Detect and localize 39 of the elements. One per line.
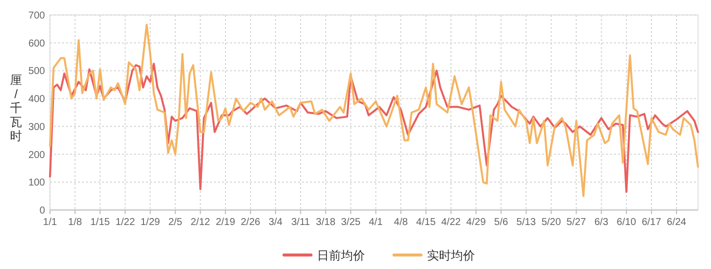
x-tick-label: 1/29: [140, 217, 160, 228]
y-tick-label: 100: [28, 178, 46, 189]
x-tick-label: 4/29: [466, 217, 486, 228]
x-tick-label: 3/11: [291, 217, 310, 228]
x-tick-label: 1/1: [43, 217, 58, 228]
x-tick-label: 5/13: [516, 217, 536, 228]
x-tick-label: 3/4: [268, 217, 283, 228]
y-axis-title: 厘/千瓦时: [10, 73, 22, 143]
x-tick-label: 1/15: [90, 217, 110, 228]
x-tick-label: 4/8: [394, 217, 408, 228]
x-tick-label: 2/26: [240, 217, 261, 228]
x-tick-label: 2/12: [190, 217, 211, 228]
y-tick-label: 700: [28, 10, 46, 22]
x-tick-label: 1/8: [68, 217, 82, 228]
line-series: [49, 24, 699, 198]
x-tick-label: 2/5: [168, 217, 183, 228]
x-tick-label: 6/3: [594, 217, 609, 228]
y-tick-label: 300: [28, 122, 46, 133]
y-tick-label: 400: [28, 94, 46, 106]
line-series: [49, 62, 699, 193]
y-tick-label: 200: [28, 150, 46, 161]
x-tick-label: 3/18: [316, 217, 336, 228]
y-tick-label: 600: [28, 38, 46, 50]
x-tick-label: 1/22: [115, 217, 136, 228]
y-tick-label: 0: [39, 206, 46, 216]
y-tick-label: 500: [28, 66, 46, 78]
x-tick-label: 4/22: [441, 217, 462, 228]
x-tick-label: 6/17: [642, 217, 662, 228]
x-tick-label: 5/27: [566, 217, 586, 228]
x-tick-label: 6/24: [666, 217, 687, 228]
x-tick-label: 4/15: [416, 217, 436, 228]
x-tick-label: 4/1: [368, 217, 384, 228]
x-tick-label: 3/25: [340, 217, 361, 228]
legend-label: 日前均价: [317, 248, 365, 262]
legend-label: 实时均价: [427, 248, 475, 262]
x-tick-label: 2/19: [216, 217, 236, 228]
x-tick-label: 5/20: [541, 217, 562, 228]
x-tick-label: 6/10: [616, 217, 637, 228]
x-tick-label: 5/6: [494, 217, 508, 228]
